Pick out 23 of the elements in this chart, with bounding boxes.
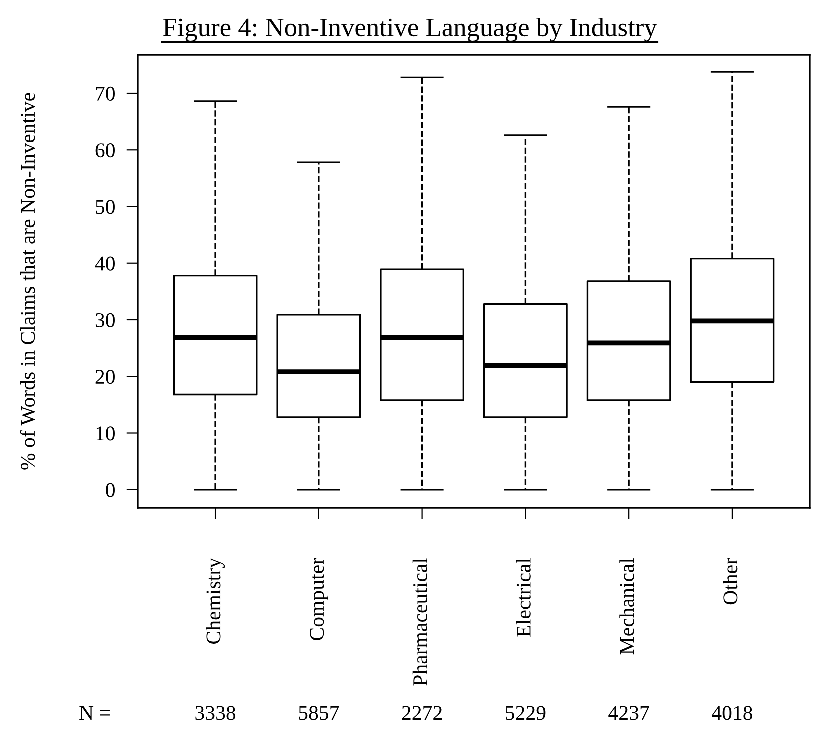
y-tick-label: 0 (106, 483, 115, 498)
y-tick-label: 60 (96, 144, 115, 158)
y-tick-label: 20 (96, 370, 115, 384)
x-tick-label: Pharmaceutical (412, 558, 428, 686)
x-tick-label: Mechanical (620, 558, 634, 655)
chart-title: Figure 4: Non-Inventive Language by Industry (163, 18, 658, 42)
text: N = (80, 706, 110, 720)
text: 4237 (608, 706, 650, 720)
x-tick-label: Computer (310, 558, 328, 640)
x-tick-label: Electrical (516, 558, 531, 638)
text: 2272 (402, 706, 442, 720)
y-axis-title: % of Words in Claims that are Non-Inventive (20, 93, 36, 470)
x-tick-label: Other (723, 558, 738, 605)
text: 3338 (196, 706, 236, 720)
text: 5229 (506, 706, 546, 720)
y-tick-label: 50 (96, 200, 115, 214)
x-tick-label: Chemistry (206, 558, 226, 644)
text: 5857 (299, 706, 340, 720)
y-tick-label: 40 (95, 256, 115, 271)
y-tick-label: 30 (96, 313, 115, 328)
y-tick-label: 10 (96, 426, 115, 441)
text: 4018 (712, 706, 752, 720)
y-tick-label: 70 (96, 86, 115, 101)
